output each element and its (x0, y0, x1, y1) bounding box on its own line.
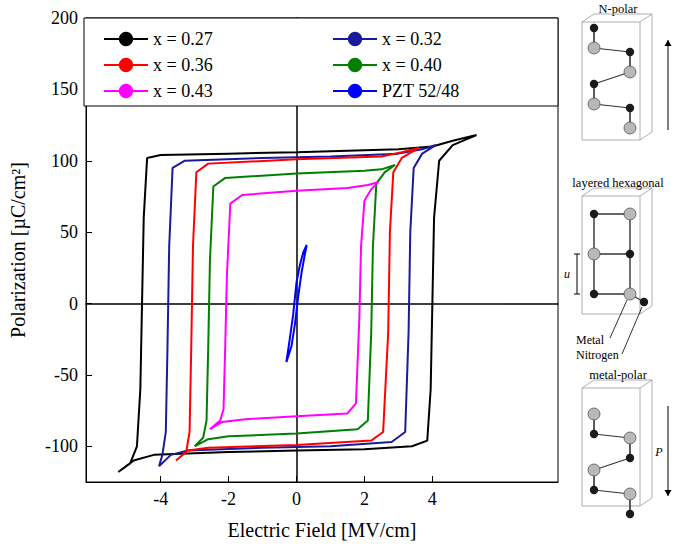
svg-text:-100: -100 (45, 436, 78, 456)
svg-text:metal-polar: metal-polar (589, 368, 647, 382)
svg-text:Electric Field [MV/cm]: Electric Field [MV/cm] (228, 519, 417, 541)
svg-text:u: u (564, 267, 570, 281)
svg-text:x = 0.43: x = 0.43 (153, 81, 213, 101)
svg-text:x = 0.36: x = 0.36 (153, 55, 213, 75)
svg-text:100: 100 (51, 151, 78, 171)
svg-text:Metal: Metal (576, 333, 605, 347)
svg-text:N-polar: N-polar (599, 2, 639, 16)
svg-text:x = 0.32: x = 0.32 (382, 29, 442, 49)
svg-text:Polarization [µC/cm²]: Polarization [µC/cm²] (7, 162, 30, 338)
svg-text:P: P (654, 445, 663, 459)
svg-text:-2: -2 (221, 489, 236, 509)
svg-text:2: 2 (360, 489, 369, 509)
svg-text:0: 0 (69, 294, 78, 314)
svg-text:-4: -4 (153, 489, 168, 509)
svg-text:PZT 52/48: PZT 52/48 (382, 81, 459, 101)
svg-text:layered hexagonal: layered hexagonal (572, 176, 664, 190)
svg-text:150: 150 (51, 79, 78, 99)
svg-text:0: 0 (292, 489, 301, 509)
svg-text:50: 50 (60, 222, 78, 242)
svg-text:Nitrogen: Nitrogen (576, 348, 619, 362)
svg-text:4: 4 (428, 489, 437, 509)
svg-text:x = 0.27: x = 0.27 (153, 29, 213, 49)
svg-text:200: 200 (51, 8, 78, 28)
svg-text:-50: -50 (54, 365, 78, 385)
svg-text:x = 0.40: x = 0.40 (382, 55, 442, 75)
